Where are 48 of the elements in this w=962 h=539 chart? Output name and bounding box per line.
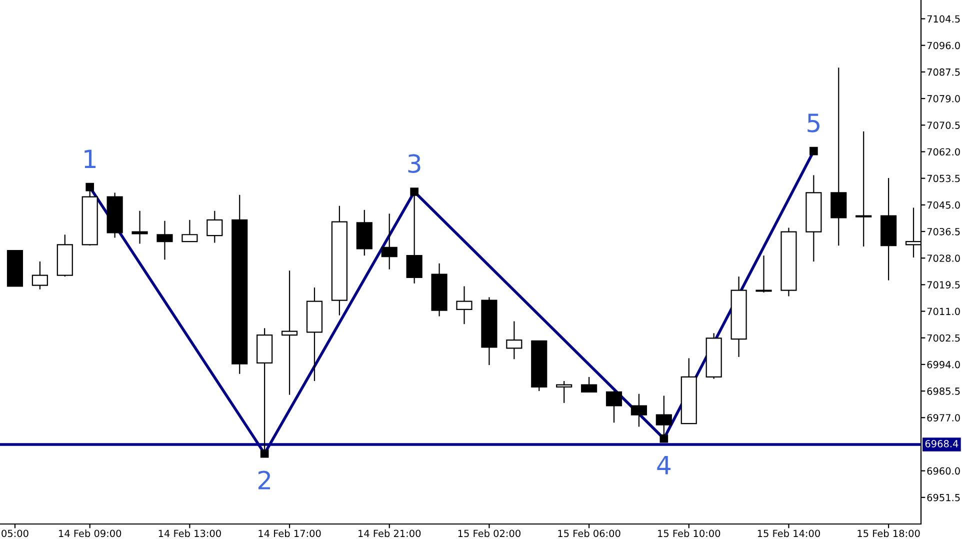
y-tick-label: 7036.5 [927,228,960,236]
y-tick-label: 6977.0 [927,414,960,422]
y-tick-label: 7053.5 [927,174,960,182]
y-tick-label: 7070.5 [927,122,960,129]
x-tick-label: 05:00 [2,530,28,538]
x-tick-label: 15 Feb 14:00 [758,530,820,538]
candlestick [581,376,598,393]
candlestick [32,260,48,290]
candlestick [630,393,647,428]
y-tick-label: 6960.0 [927,467,960,475]
candlestick [281,270,298,396]
y-tick-label: 7087.5 [927,68,960,76]
y-tick-label: 6951.5 [927,494,960,502]
y-tick-label: 7011.0 [927,308,960,316]
candlestick [156,220,173,260]
x-tick-label: 14 Feb 13:00 [158,530,221,538]
x-tick-label: 15 Feb 18:00 [858,530,920,538]
annotation: 3 [408,154,420,174]
candlestick [206,210,223,244]
annotation: 4 [657,456,670,474]
y-tick-label: 6994.0 [927,360,960,368]
y-tick-label: 7045.0 [927,201,960,209]
x-tick-label: 14 Feb 21:00 [358,530,421,538]
y-tick-label: 7062.0 [927,148,960,156]
ref-line-label: 6968.4 [925,440,958,448]
y-tick-label: 7096.0 [927,42,960,50]
annotation: 1 [84,150,96,168]
candlestick [856,130,872,248]
x-tick-label: 15 Feb 10:00 [658,530,720,538]
annotation: 5 [808,114,820,132]
candlestick [381,213,398,270]
candlestick [756,255,772,294]
candlestick [556,380,572,404]
y-tick-label: 7028.0 [927,254,960,262]
candlestick [456,286,472,325]
annotation: 2 [258,470,270,490]
y-tick-label: 6985.5 [927,388,960,395]
x-tick-label: 14 Feb 09:00 [59,530,122,538]
x-tick-label: 14 Feb 17:00 [258,530,321,538]
y-tick-label: 7002.5 [927,334,960,342]
x-tick-label: 15 Feb 06:00 [558,530,620,538]
y-tick-label: 7019.5 [927,281,960,289]
x-tick-label: 15 Feb 02:00 [458,530,520,538]
y-tick-label: 7104.5 [927,15,960,23]
candlestick [182,219,198,242]
y-tick-label: 7079.0 [927,95,960,102]
candlestick [506,320,522,360]
candlestick [606,390,622,424]
